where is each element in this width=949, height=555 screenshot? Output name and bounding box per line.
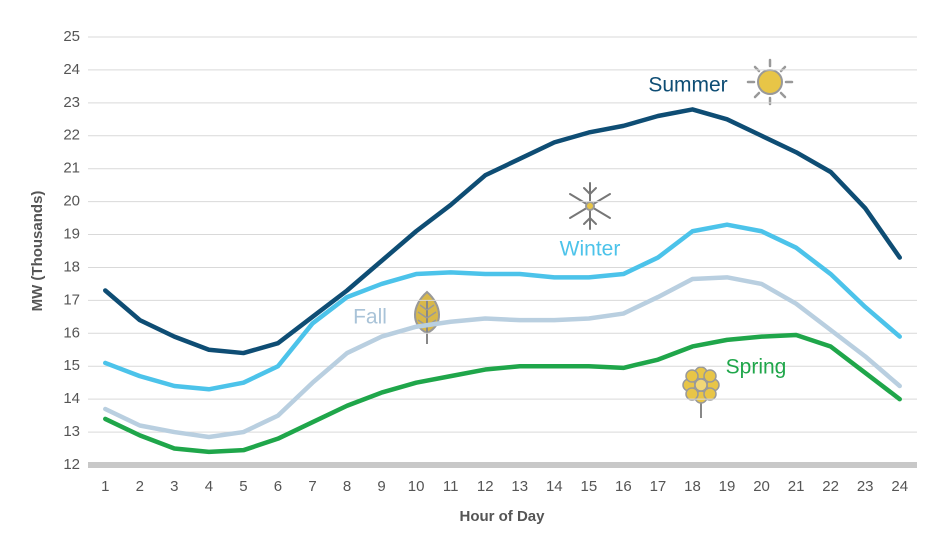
y-tick-label: 21 (63, 160, 80, 177)
series-label: Winter (560, 238, 621, 261)
x-tick-label: 19 (719, 478, 736, 495)
x-tick-label: 10 (408, 478, 425, 495)
y-tick-label: 17 (63, 291, 80, 308)
x-tick-label: 16 (615, 478, 632, 495)
x-tick-label: 1 (101, 478, 109, 495)
y-tick-label: 12 (63, 456, 80, 473)
leaf-icon (414, 290, 440, 344)
y-tick-label: 22 (63, 127, 80, 144)
x-tick-label: 5 (239, 478, 247, 495)
y-tick-label: 19 (63, 226, 80, 243)
series-line (103, 332, 902, 455)
sun-icon (746, 58, 794, 106)
y-axis-title: MW (Thousands) (29, 191, 46, 312)
y-tick-label: 13 (63, 423, 80, 440)
x-tick-label: 24 (891, 478, 908, 495)
x-tick-label: 18 (684, 478, 701, 495)
x-tick-label: 3 (170, 478, 178, 495)
x-tick-label: 9 (377, 478, 385, 495)
series-label: Summer (648, 74, 727, 97)
x-tick-label: 6 (274, 478, 282, 495)
x-tick-label: 23 (857, 478, 874, 495)
series-line (103, 222, 902, 392)
y-tick-label: 14 (63, 390, 80, 407)
x-tick-label: 21 (788, 478, 805, 495)
x-tick-label: 12 (477, 478, 494, 495)
x-tick-label: 22 (822, 478, 839, 495)
series-line (103, 107, 902, 356)
snowflake-icon (569, 182, 611, 230)
y-tick-label: 24 (63, 61, 80, 78)
x-tick-label: 20 (753, 478, 770, 495)
x-tick-label: 11 (443, 478, 459, 495)
x-tick-label: 14 (546, 478, 563, 495)
x-tick-label: 8 (343, 478, 351, 495)
flower-icon (682, 366, 720, 418)
x-axis-title: Hour of Day (459, 508, 545, 525)
y-tick-label: 16 (63, 324, 80, 341)
series-label: Spring (726, 356, 787, 379)
x-tick-label: 17 (650, 478, 667, 495)
y-tick-label: 18 (63, 258, 80, 275)
x-tick-label: 13 (511, 478, 528, 495)
x-tick-label: 7 (308, 478, 316, 495)
y-tick-label: 25 (63, 28, 80, 45)
x-tick-label: 15 (581, 478, 598, 495)
y-tick-label: 23 (63, 94, 80, 111)
x-tick-label: 4 (205, 478, 213, 495)
y-tick-label: 20 (63, 193, 80, 210)
y-tick-label: 15 (63, 357, 80, 374)
x-tick-label: 2 (136, 478, 144, 495)
series-label: Fall (353, 306, 387, 329)
series-line (103, 275, 902, 440)
